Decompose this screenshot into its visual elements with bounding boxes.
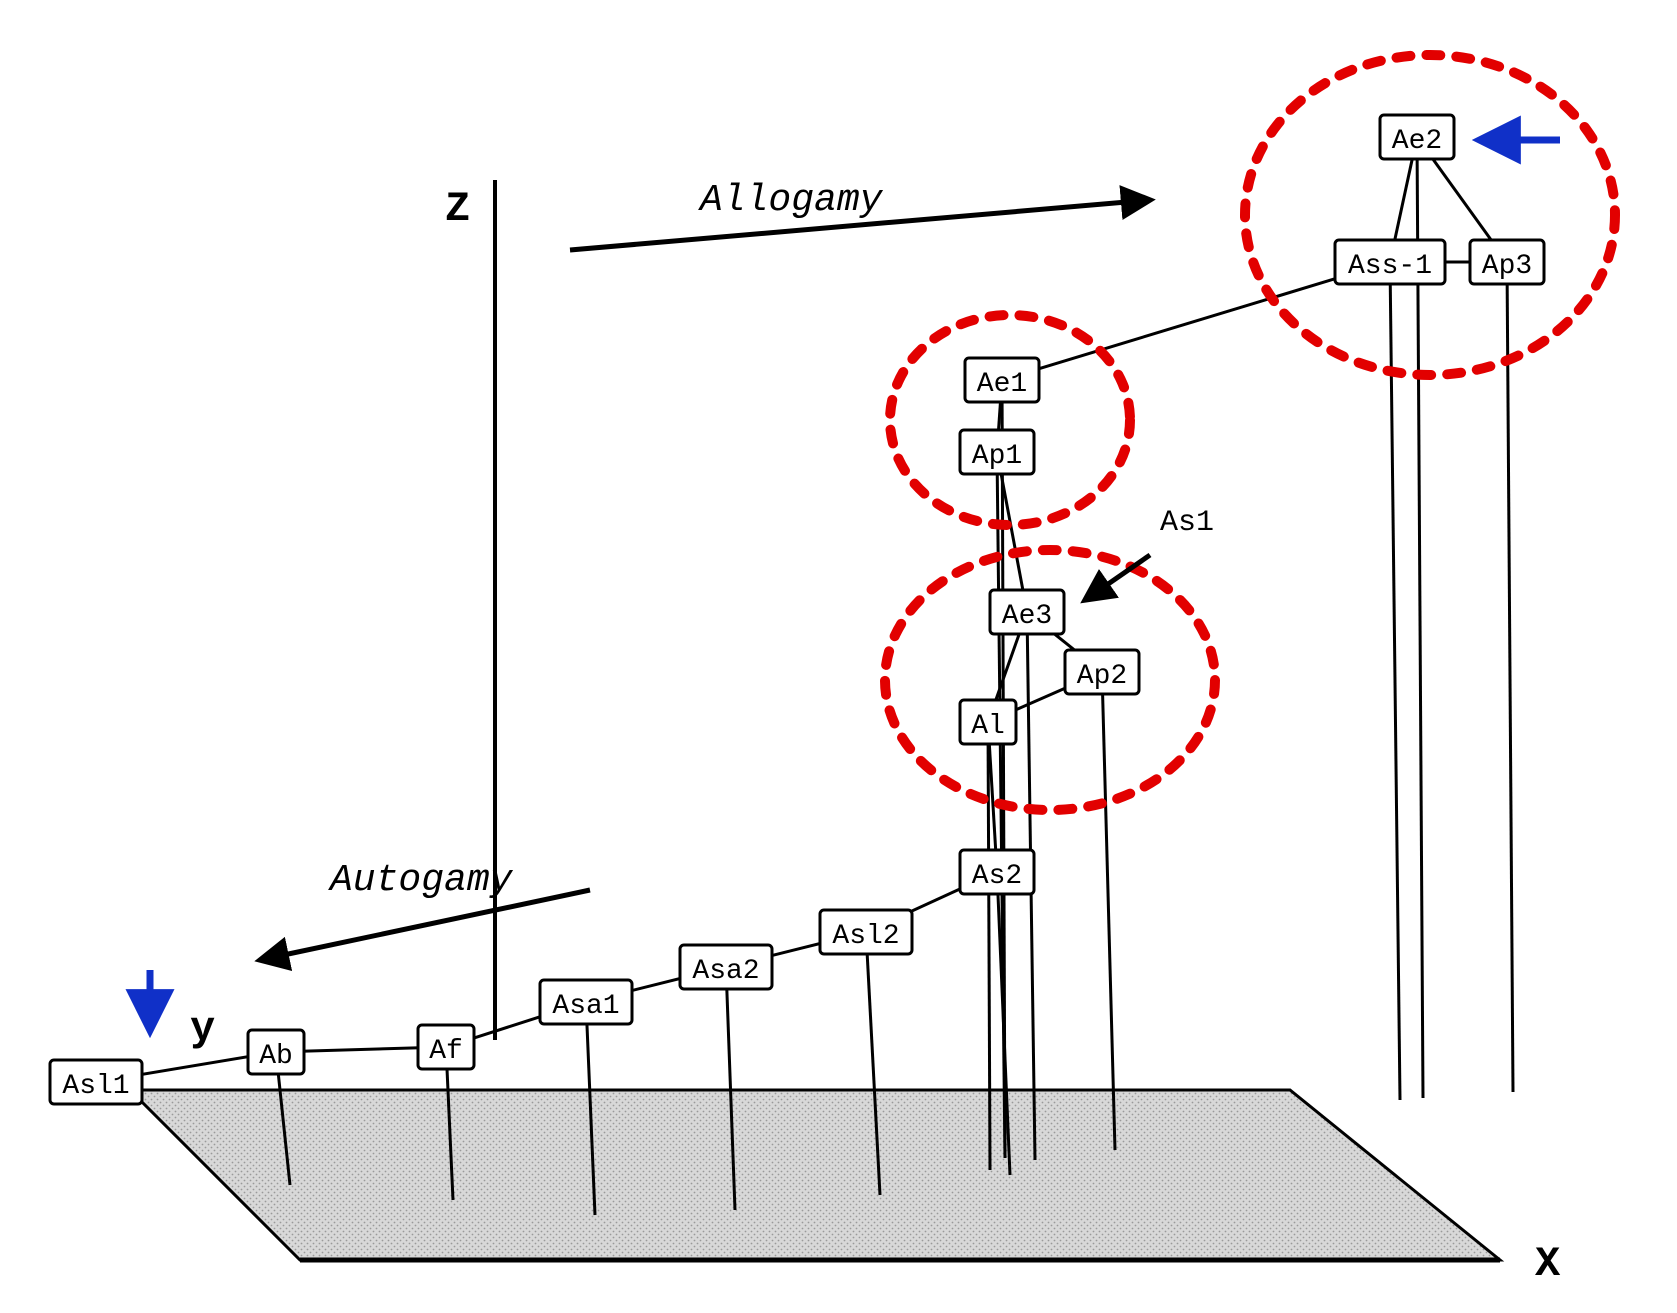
stem-Ap2 (1102, 672, 1115, 1150)
node-Asa1: Asa1 (540, 980, 632, 1024)
cluster-ellipse-0 (890, 315, 1130, 525)
axis-y-label: y (190, 1005, 215, 1053)
node-Ae3: Ae3 (990, 590, 1064, 634)
node-Ap1: Ap1 (960, 430, 1034, 474)
stem-Ass-1 (1390, 262, 1400, 1100)
node-label-Ap3: Ap3 (1482, 251, 1532, 282)
node-label-Ap2: Ap2 (1077, 661, 1127, 692)
external-node-label: As1 (1160, 506, 1214, 540)
node-Ap2: Ap2 (1065, 650, 1139, 694)
floor-plane (130, 1090, 1500, 1260)
node-Ab: Ab (248, 1030, 304, 1074)
stem-Ap3 (1507, 262, 1513, 1092)
axis-x-label: X (1535, 1240, 1561, 1288)
node-Af: Af (418, 1025, 474, 1069)
node-label-Ap1: Ap1 (972, 441, 1022, 472)
node-label-Ae1: Ae1 (977, 369, 1027, 400)
cluster-ellipse-2 (1245, 55, 1615, 375)
node-label-Ab: Ab (259, 1041, 293, 1072)
node-Asl1: Asl1 (50, 1060, 142, 1104)
node-label-Asl1: Asl1 (62, 1071, 129, 1102)
node-label-Ae2: Ae2 (1392, 126, 1442, 157)
node-label-Ass-1: Ass-1 (1348, 251, 1432, 282)
node-Ae2: Ae2 (1380, 115, 1454, 159)
node-Asl2: Asl2 (820, 910, 912, 954)
node-label-Asl2: Asl2 (832, 921, 899, 952)
axis-z-label: Z (445, 185, 470, 233)
stem-Al (988, 722, 990, 1170)
node-label-Asa1: Asa1 (552, 991, 619, 1022)
node-label-Af: Af (429, 1036, 463, 1067)
node-label-Al: Al (971, 711, 1005, 742)
node-label-Ae3: Ae3 (1002, 601, 1052, 632)
allogamy-label: Allogamy (698, 179, 884, 222)
autogamy-label: Autogamy (328, 859, 514, 902)
node-Ap3: Ap3 (1470, 240, 1544, 284)
node-Ass-1: Ass-1 (1335, 240, 1445, 284)
node-label-Asa2: Asa2 (692, 956, 759, 987)
node-Ae1: Ae1 (965, 358, 1039, 402)
node-Asa2: Asa2 (680, 945, 772, 989)
node-label-As2: As2 (972, 861, 1022, 892)
node-As2: As2 (960, 850, 1034, 894)
node-Al: Al (960, 700, 1016, 744)
